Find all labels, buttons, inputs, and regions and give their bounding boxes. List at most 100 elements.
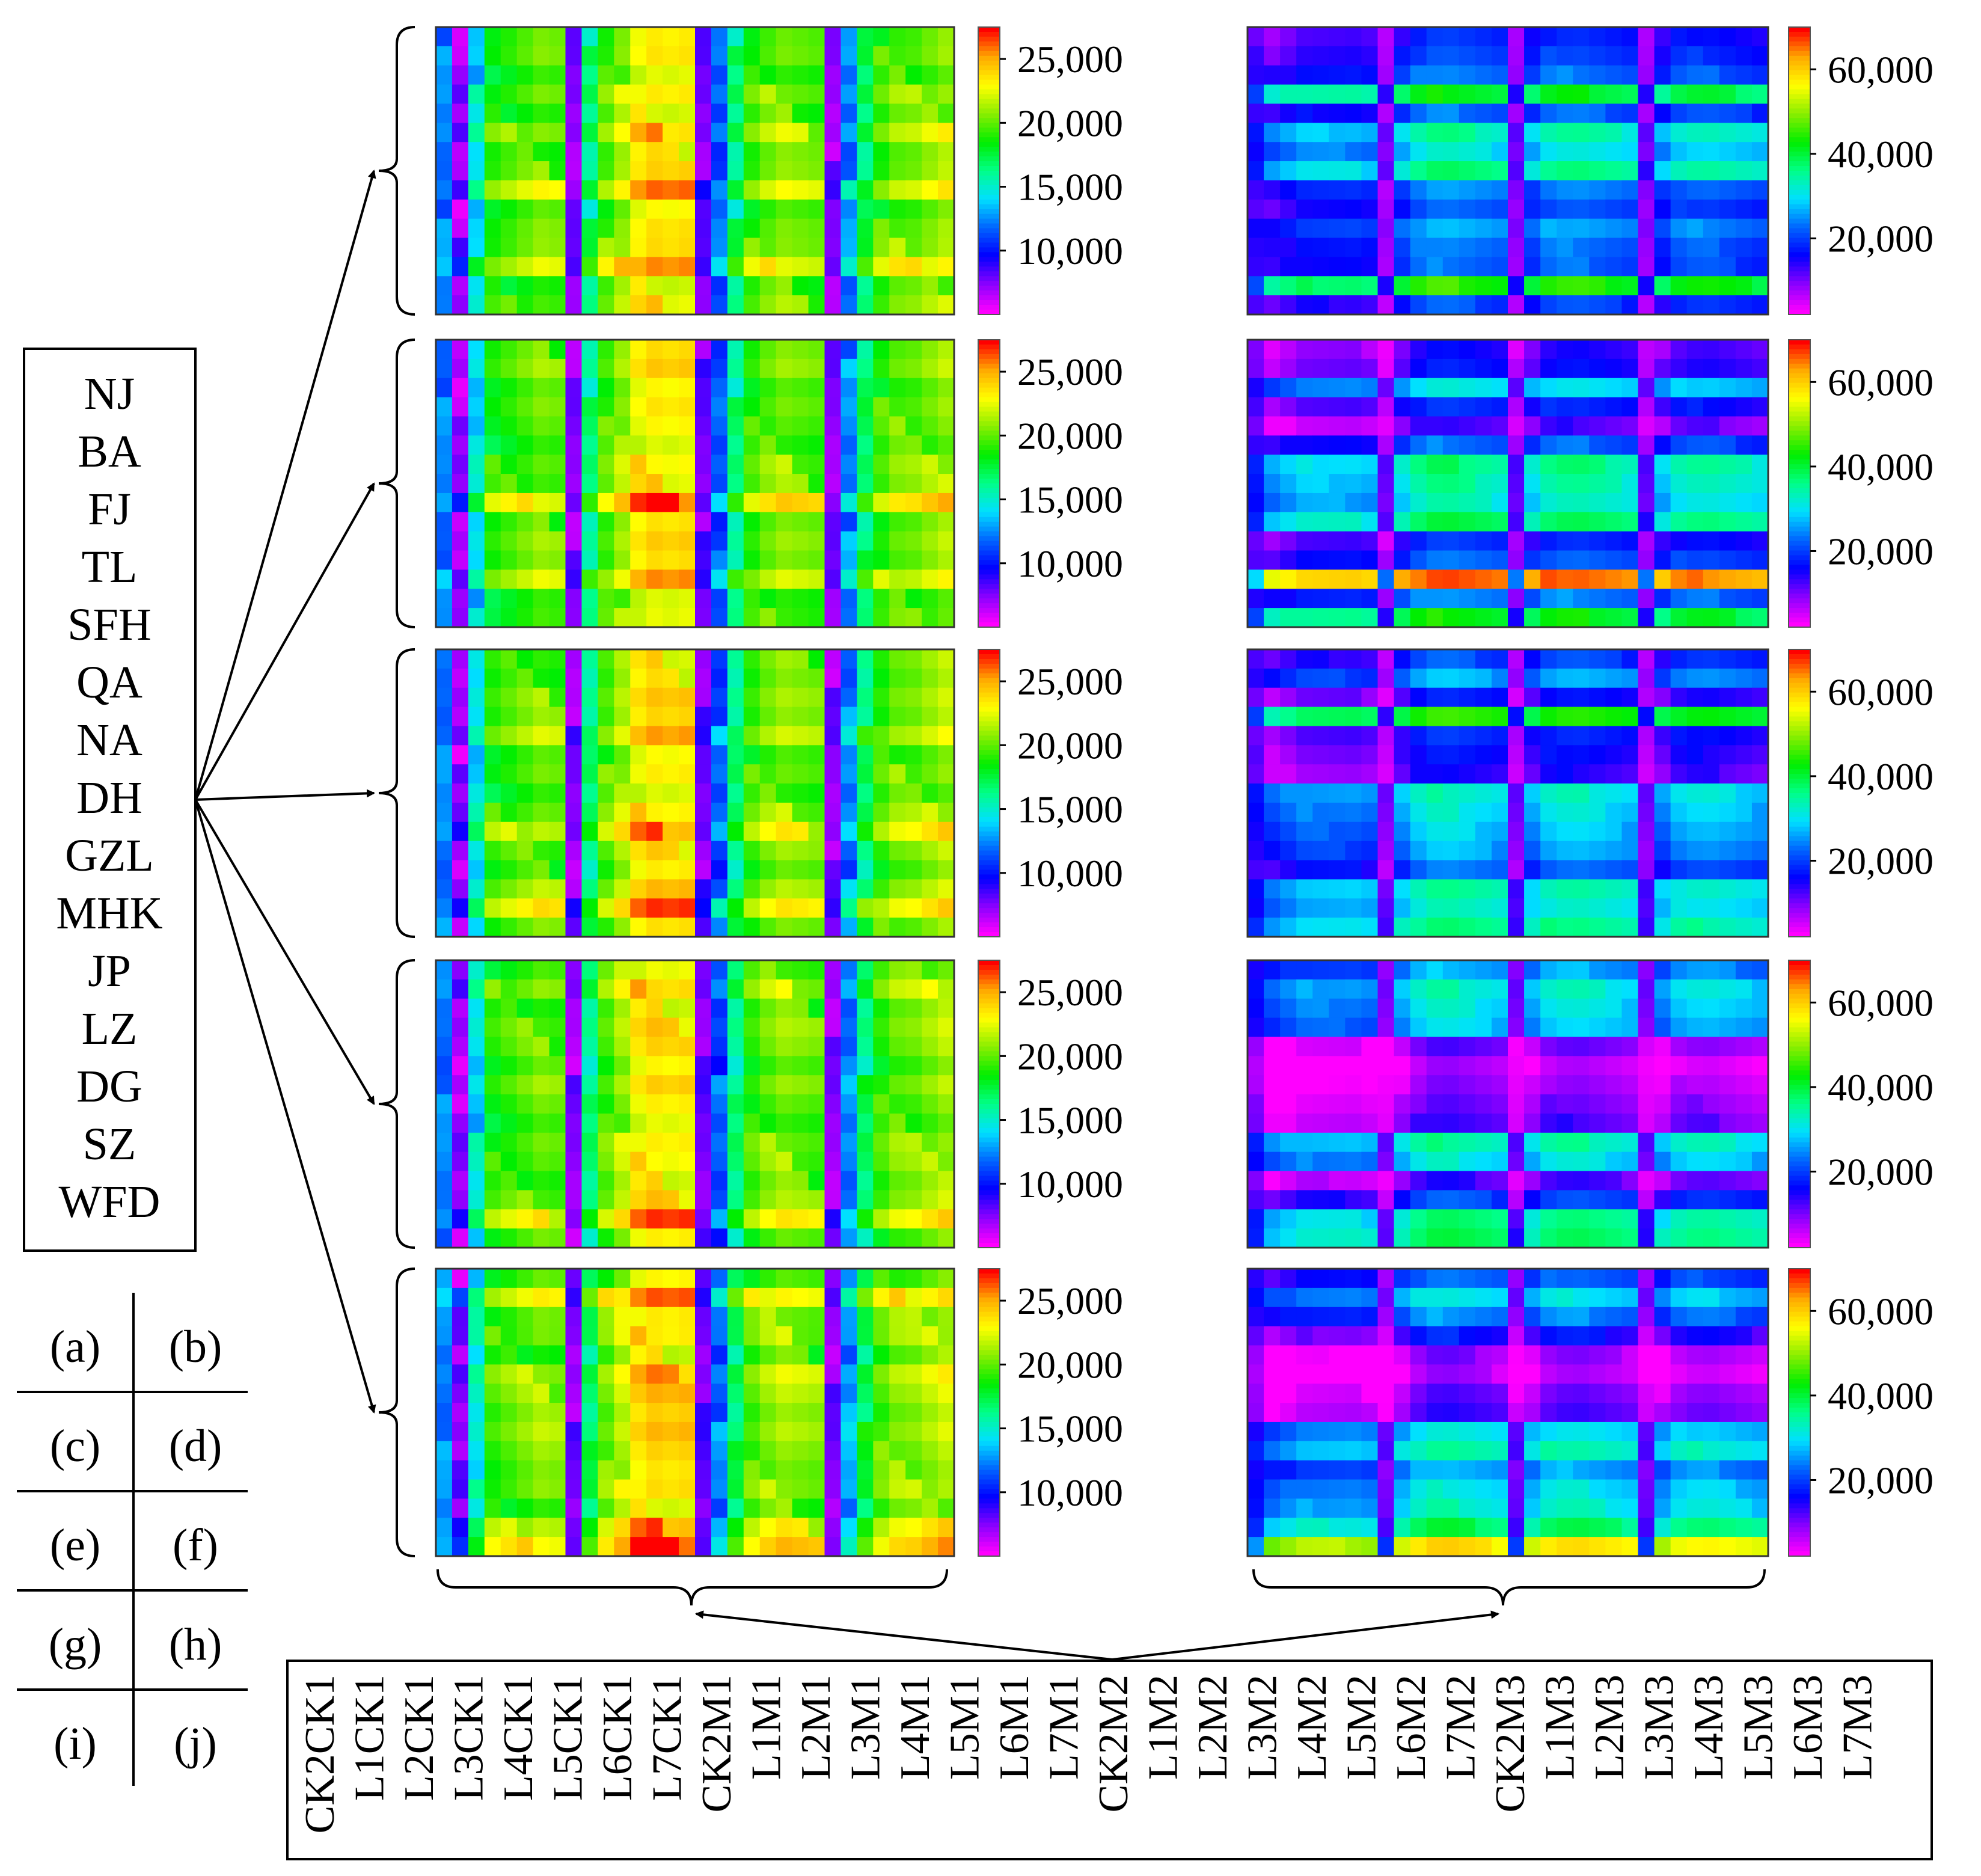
left-cell — [468, 668, 485, 688]
left-cell — [663, 1460, 679, 1480]
left-cell — [679, 589, 696, 608]
right-cell — [1540, 27, 1557, 47]
left-cell — [646, 1421, 663, 1442]
left-colorbar-segment — [978, 1070, 1000, 1076]
left-cell — [695, 998, 712, 1019]
left-cell — [824, 1403, 842, 1423]
left-cell — [922, 1171, 938, 1191]
right-cell — [1573, 668, 1590, 688]
right-cell — [1345, 1269, 1362, 1289]
right-cell — [1703, 1190, 1720, 1210]
right-cell — [1264, 649, 1281, 669]
left-cell — [679, 435, 696, 455]
right-cell — [1703, 512, 1720, 532]
left-cell — [630, 1132, 647, 1153]
right-cell — [1361, 358, 1379, 379]
left-cell — [889, 1345, 906, 1365]
right-cell — [1703, 687, 1720, 708]
right-cell — [1508, 1190, 1525, 1210]
right-cell — [1459, 1132, 1476, 1153]
right-cell — [1557, 84, 1573, 105]
left-cell — [468, 589, 485, 608]
left-cell — [533, 1190, 550, 1210]
left-cell — [581, 199, 598, 219]
left-cell — [824, 1421, 842, 1442]
left-colorbar-segment — [978, 1398, 1000, 1403]
left-cell — [824, 745, 842, 765]
right-cell — [1751, 397, 1769, 417]
right-cell — [1508, 435, 1525, 455]
left-cell — [857, 257, 874, 277]
left-cell — [549, 1190, 566, 1210]
right-cell — [1264, 569, 1281, 589]
right-cell — [1377, 1132, 1395, 1153]
left-cell — [889, 1190, 906, 1210]
left-cell — [889, 474, 906, 494]
right-cell — [1410, 918, 1427, 937]
left-cell — [889, 1228, 906, 1248]
left-cell — [727, 1518, 744, 1537]
left-cell — [711, 1037, 728, 1056]
right-cell — [1280, 65, 1297, 85]
left-cell — [484, 46, 501, 66]
left-cell — [581, 1269, 598, 1289]
right-cell — [1508, 726, 1525, 746]
left-cell — [711, 295, 728, 315]
left-cell — [776, 455, 793, 474]
left-cell — [792, 161, 809, 181]
left-cell — [695, 512, 712, 532]
right-cell — [1491, 979, 1508, 999]
left-colorbar-segment — [978, 1156, 1000, 1162]
right-cell — [1686, 1151, 1704, 1172]
left-cell — [905, 103, 922, 123]
right-colorbar-segment — [1789, 1041, 1810, 1047]
right-cell — [1345, 783, 1362, 803]
left-heatmap-column: 25,00020,00015,00010,00025,00020,00015,0… — [435, 26, 1123, 1557]
left-cell — [808, 1479, 825, 1499]
left-cell — [679, 512, 696, 532]
right-cell — [1329, 340, 1346, 360]
right-cell — [1621, 960, 1639, 980]
left-cell — [452, 180, 469, 200]
right-cell — [1442, 295, 1460, 315]
left-cell — [614, 65, 631, 85]
left-cell — [500, 123, 518, 143]
right-cell — [1426, 378, 1444, 398]
left-cell — [646, 531, 663, 551]
left-cell — [598, 979, 614, 999]
left-cell — [549, 1537, 566, 1557]
left-cell — [646, 161, 663, 181]
left-cell — [792, 1171, 809, 1191]
right-cell — [1264, 455, 1281, 474]
right-cell — [1426, 103, 1444, 123]
left-cell — [792, 550, 809, 570]
right-cell — [1703, 960, 1720, 980]
left-cell — [452, 27, 469, 47]
left-colorbar-segment — [978, 521, 1000, 527]
right-cell — [1540, 898, 1557, 918]
left-cell — [776, 1441, 793, 1461]
left-cell — [630, 84, 647, 105]
right-cell — [1329, 745, 1346, 765]
left-cell — [922, 1307, 938, 1327]
left-cell — [824, 295, 842, 315]
left-cell — [516, 358, 534, 379]
left-cell — [516, 668, 534, 688]
left-cell — [938, 1421, 955, 1442]
left-colorbar-segment — [978, 1359, 1000, 1365]
right-cell — [1264, 550, 1281, 570]
right-colorbar-segment — [1789, 845, 1810, 851]
right-cell — [1524, 898, 1541, 918]
right-cell — [1654, 860, 1671, 880]
left-cell — [759, 397, 777, 417]
right-cell — [1345, 512, 1362, 532]
right-cell — [1264, 492, 1281, 513]
left-cell — [581, 1209, 598, 1229]
right-colorbar-segment — [1789, 142, 1810, 147]
right-cell — [1491, 238, 1508, 257]
left-cell — [533, 960, 550, 980]
left-cell — [484, 1441, 501, 1461]
left-cell — [630, 1345, 647, 1365]
left-cell — [776, 1384, 793, 1403]
right-cell — [1345, 745, 1362, 765]
